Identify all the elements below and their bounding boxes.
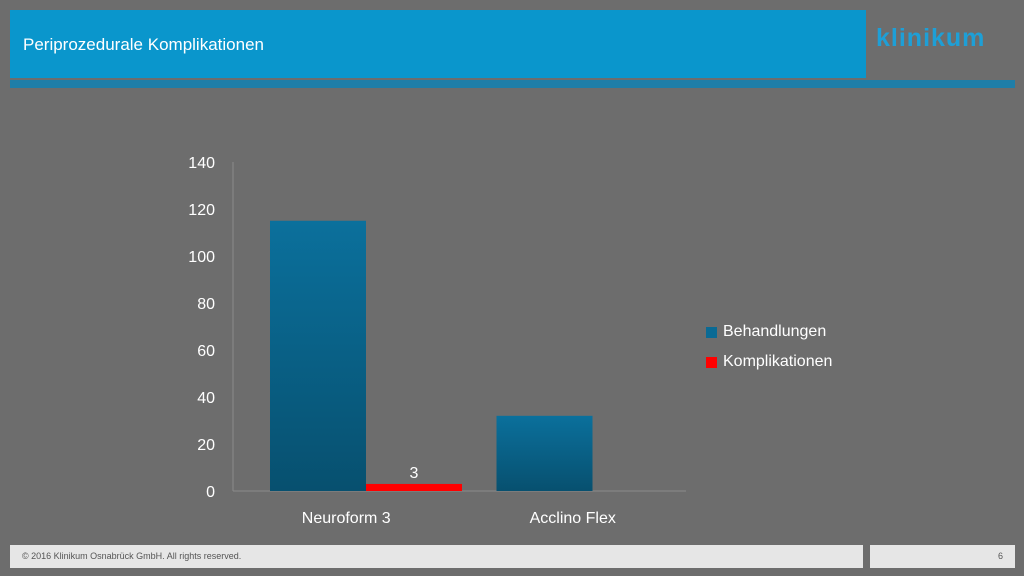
y-tick-label: 120	[188, 202, 215, 219]
x-tick-label: Acclino Flex	[530, 510, 616, 527]
bar-komplikationen-neuroform-3	[366, 483, 462, 491]
legend-label-komplikationen: Komplikationen	[723, 353, 833, 370]
legend-swatch-komplikationen	[706, 356, 717, 368]
data-label: 3	[410, 465, 419, 482]
y-tick-label: 40	[197, 390, 215, 407]
y-tick-label: 80	[197, 296, 215, 313]
title-bar: Periprozedurale Komplikationen	[10, 10, 866, 78]
slide-title: Periprozedurale Komplikationen	[23, 35, 264, 54]
legend-item-komplikationen: Komplikationen	[706, 347, 832, 377]
y-tick-label: 140	[188, 155, 215, 172]
y-tick-label: 0	[206, 484, 215, 501]
bar-behandlungen-acclino-flex	[496, 415, 593, 491]
legend-item-behandlungen: Behandlungen	[706, 317, 832, 347]
y-tick-label: 20	[197, 437, 215, 454]
x-tick-label: Neuroform 3	[302, 510, 391, 527]
footer-bar: © 2016 Klinikum Osnabrück GmbH. All righ…	[10, 545, 863, 568]
copyright-text: © 2016 Klinikum Osnabrück GmbH. All righ…	[22, 551, 242, 561]
legend-label-behandlungen: Behandlungen	[723, 323, 827, 340]
y-tick-label: 60	[197, 343, 215, 360]
klinikum-logo: klinikum	[876, 24, 986, 52]
header-divider	[10, 80, 1015, 88]
bar-behandlungen-neuroform-3	[270, 220, 366, 491]
chart-legend: Behandlungen Komplikationen	[706, 317, 832, 377]
y-tick-label: 100	[188, 249, 215, 266]
legend-swatch-behandlungen	[706, 326, 717, 338]
page-number: 6	[997, 551, 1003, 561]
page-number-box: 6	[870, 545, 1015, 568]
